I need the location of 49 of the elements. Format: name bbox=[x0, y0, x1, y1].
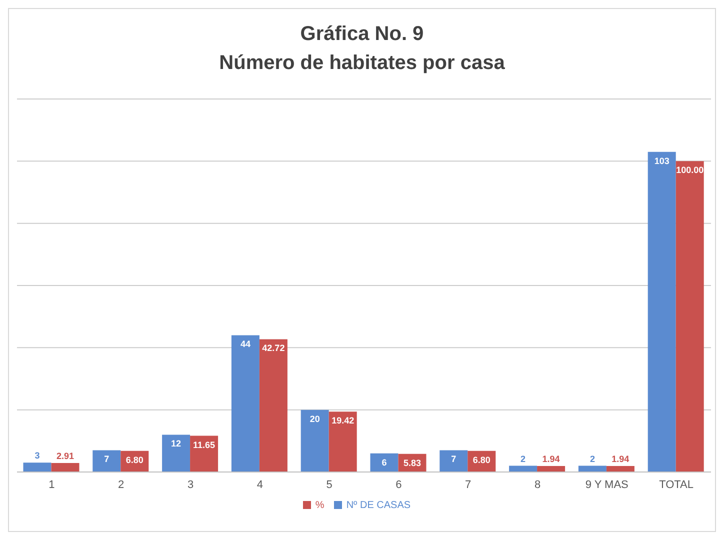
data-label: 6.80 bbox=[126, 454, 144, 465]
data-label: 1.94 bbox=[612, 454, 630, 464]
bar bbox=[370, 453, 398, 472]
data-label: 6 bbox=[382, 457, 387, 468]
chart-title: Gráfica No. 9 bbox=[299, 23, 425, 46]
data-label: 7 bbox=[451, 454, 456, 464]
bar bbox=[51, 462, 80, 472]
data-label: 1.94 bbox=[542, 454, 560, 464]
bar bbox=[92, 450, 121, 472]
x-tick-label: 3 bbox=[187, 478, 194, 491]
bar bbox=[606, 466, 634, 472]
legend-label: % bbox=[315, 500, 324, 511]
data-label: 42.72 bbox=[262, 343, 285, 354]
data-label: 12 bbox=[171, 438, 182, 449]
data-label: 19.42 bbox=[332, 416, 354, 426]
bar bbox=[190, 436, 218, 472]
data-label: 11.65 bbox=[193, 440, 216, 450]
bar bbox=[676, 161, 704, 472]
bar bbox=[648, 152, 676, 472]
data-label: 3 bbox=[34, 450, 40, 461]
chart-subtitle: Número de habitates por casa bbox=[218, 52, 506, 75]
x-tick-label: 8 bbox=[534, 478, 541, 491]
x-tick-label: 2 bbox=[118, 478, 124, 491]
data-label: 20 bbox=[310, 414, 320, 424]
data-label: 2 bbox=[520, 454, 526, 464]
data-label: 100.00 bbox=[676, 165, 704, 176]
x-tick-label: TOTAL bbox=[659, 478, 694, 491]
data-label: 5.83 bbox=[403, 458, 422, 468]
x-tick-label: 1 bbox=[48, 478, 55, 491]
legend-label: Nº DE CASAS bbox=[346, 500, 411, 511]
bar bbox=[328, 412, 357, 472]
x-tick-label: 7 bbox=[465, 478, 472, 491]
x-tick-label: 4 bbox=[256, 478, 263, 491]
bar bbox=[162, 434, 190, 472]
bar bbox=[23, 462, 52, 472]
bar bbox=[259, 339, 288, 472]
x-tick-label: 6 bbox=[396, 478, 402, 491]
bar bbox=[440, 450, 468, 472]
x-tick-label: 9 Y MAS bbox=[585, 478, 628, 491]
bar bbox=[537, 466, 566, 472]
data-label: 7 bbox=[104, 454, 110, 464]
data-label: 2 bbox=[590, 454, 595, 464]
data-label: 44 bbox=[240, 339, 250, 350]
bar bbox=[231, 335, 260, 472]
bar bbox=[300, 410, 329, 472]
x-tick-label: 5 bbox=[326, 478, 332, 491]
data-label: 6.80 bbox=[472, 454, 490, 465]
data-label: 103 bbox=[654, 156, 670, 166]
data-label: 2.91 bbox=[56, 450, 74, 461]
